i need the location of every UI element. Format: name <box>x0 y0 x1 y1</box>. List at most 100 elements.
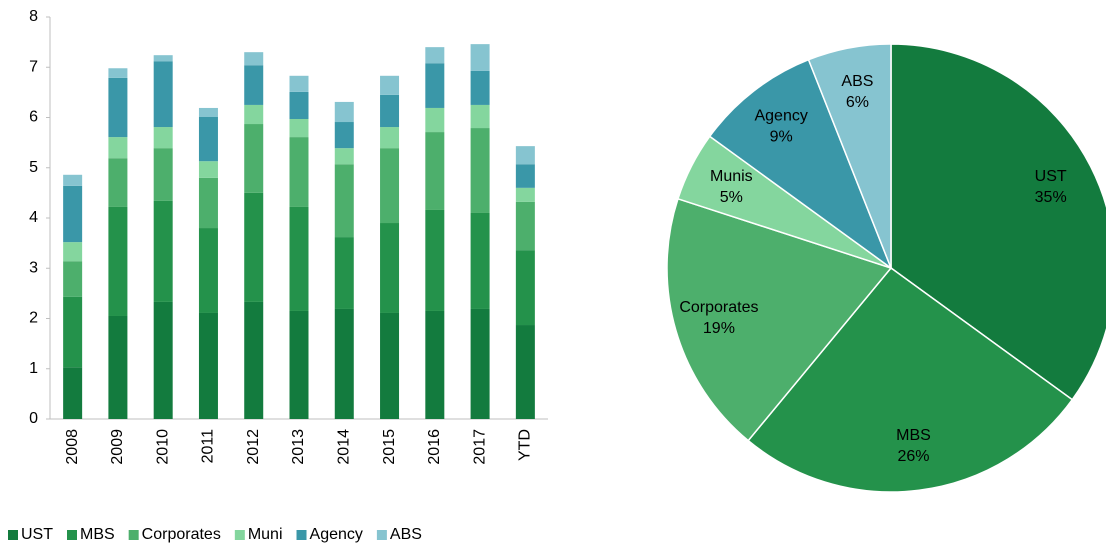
bar-segment <box>515 187 535 202</box>
bar-segment <box>153 301 173 419</box>
y-tick-label: 6 <box>29 109 38 126</box>
bar-segment <box>198 177 218 229</box>
x-tick-label: 2017 <box>471 429 488 465</box>
x-tick-label: 2012 <box>245 429 262 465</box>
bar-segment <box>244 104 264 125</box>
legend-label: Muni <box>248 526 283 543</box>
bar-segment <box>63 174 83 186</box>
legend-swatch <box>234 530 245 540</box>
y-tick-label: 3 <box>29 259 38 276</box>
slice-value: 6% <box>846 94 869 111</box>
bar-segment <box>244 52 264 66</box>
bar-segment <box>380 312 400 419</box>
x-tick-label: 2009 <box>109 429 126 465</box>
legend-swatch <box>296 530 307 540</box>
slice-value: 5% <box>720 189 743 206</box>
bar-segment <box>380 127 400 149</box>
pie-slice <box>708 58 893 271</box>
bar-segment <box>289 91 309 120</box>
bar-segment <box>515 164 535 188</box>
bar-segment <box>108 68 128 78</box>
x-tick-label: YTD <box>517 429 534 461</box>
legend-swatch <box>8 530 18 540</box>
bar-segment <box>63 185 83 243</box>
bar-segment <box>289 75 309 92</box>
bar-segment <box>289 206 309 311</box>
x-tick-label: 2014 <box>335 429 352 465</box>
pie-slice <box>666 197 893 442</box>
slice-value: 35% <box>1035 189 1067 206</box>
y-tick-label: 1 <box>29 360 38 377</box>
bar-segment <box>289 137 309 207</box>
bar-segment <box>380 75 400 95</box>
bar-segment <box>153 200 173 302</box>
y-tick-label: 7 <box>29 58 38 75</box>
bar-segment <box>334 148 354 165</box>
bar-segment <box>108 137 128 159</box>
bar-segment <box>334 164 354 238</box>
bar-segment <box>470 128 490 213</box>
bar-segment <box>380 223 400 313</box>
slice-value: 26% <box>897 448 929 465</box>
pie-slice <box>807 43 892 269</box>
bar-segment <box>108 315 128 419</box>
legend-swatch <box>128 530 139 540</box>
bar-segment <box>63 296 83 368</box>
x-tick-label: 2008 <box>64 429 81 465</box>
bar-segment <box>515 325 535 419</box>
bar-segment <box>63 242 83 262</box>
x-tick-label: 2016 <box>426 429 443 465</box>
bar-segment <box>244 192 264 302</box>
bar-segment <box>425 107 445 133</box>
slice-name: ABS <box>841 73 873 90</box>
bar-segment <box>153 127 173 149</box>
bar-segment <box>63 261 83 297</box>
bar-segment <box>470 104 490 129</box>
bar-segment <box>289 119 309 138</box>
bar-segment <box>425 47 445 64</box>
bar-segment <box>380 148 400 224</box>
legend-label: UST <box>21 526 53 543</box>
bar-segment <box>334 101 354 123</box>
bar-segment <box>198 116 218 162</box>
bar-segment <box>198 161 218 178</box>
bar-segment <box>289 310 309 419</box>
bar-segment <box>108 158 128 207</box>
bar-segment <box>470 70 490 105</box>
bar-segment <box>244 65 264 105</box>
bar-segment <box>380 94 400 128</box>
x-tick-label: 2010 <box>154 429 171 465</box>
bar-segment <box>198 312 218 419</box>
bar-segment <box>425 63 445 108</box>
legend-label: Agency <box>310 526 363 543</box>
bar-segment <box>334 122 354 149</box>
pie-slice <box>747 266 1074 493</box>
bar-segment <box>425 132 445 210</box>
slice-value: 19% <box>703 320 735 337</box>
slice-name: Corporates <box>679 299 758 316</box>
slice-value: 9% <box>770 129 793 146</box>
bar-segment <box>515 201 535 251</box>
y-tick-label: 0 <box>29 410 38 427</box>
y-tick-label: 4 <box>29 209 38 226</box>
bar-segment <box>153 55 173 62</box>
bar-segment <box>108 77 128 138</box>
bar-segment <box>470 212 490 309</box>
x-tick-label: 2013 <box>290 429 307 465</box>
bar-segment <box>334 237 354 309</box>
bar-segment <box>108 206 128 316</box>
bar-segment <box>63 367 83 419</box>
x-tick-label: 2015 <box>381 429 398 465</box>
bar-segment <box>515 250 535 326</box>
bar-segment <box>470 308 490 419</box>
bar-segment <box>425 310 445 419</box>
legend-swatch <box>67 530 77 540</box>
x-tick-label: 2011 <box>200 429 217 464</box>
slice-name: MBS <box>896 427 931 444</box>
y-tick-label: 5 <box>29 159 38 176</box>
legend-swatch <box>376 530 387 540</box>
bar-segment <box>244 301 264 419</box>
bar-segment <box>198 228 218 313</box>
legend-label: ABS <box>390 526 422 543</box>
